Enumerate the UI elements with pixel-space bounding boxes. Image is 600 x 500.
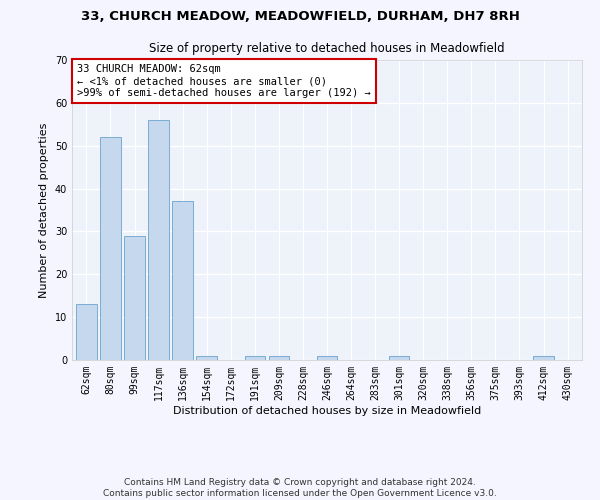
Text: 33 CHURCH MEADOW: 62sqm
← <1% of detached houses are smaller (0)
>99% of semi-de: 33 CHURCH MEADOW: 62sqm ← <1% of detache… (77, 64, 371, 98)
Bar (317, 356, 337, 360)
Bar (389, 356, 409, 360)
Text: 33, CHURCH MEADOW, MEADOWFIELD, DURHAM, DH7 8RH: 33, CHURCH MEADOW, MEADOWFIELD, DURHAM, … (80, 10, 520, 23)
Bar (245, 356, 265, 360)
Text: Contains HM Land Registry data © Crown copyright and database right 2024.
Contai: Contains HM Land Registry data © Crown c… (103, 478, 497, 498)
Bar (100, 137, 121, 360)
Bar (269, 356, 289, 360)
Bar (124, 236, 145, 360)
Title: Size of property relative to detached houses in Meadowfield: Size of property relative to detached ho… (149, 42, 505, 54)
Bar (76, 304, 97, 360)
Bar (148, 120, 169, 360)
X-axis label: Distribution of detached houses by size in Meadowfield: Distribution of detached houses by size … (173, 406, 481, 415)
Bar (196, 356, 217, 360)
Bar (533, 356, 554, 360)
Y-axis label: Number of detached properties: Number of detached properties (39, 122, 49, 298)
Bar (172, 202, 193, 360)
